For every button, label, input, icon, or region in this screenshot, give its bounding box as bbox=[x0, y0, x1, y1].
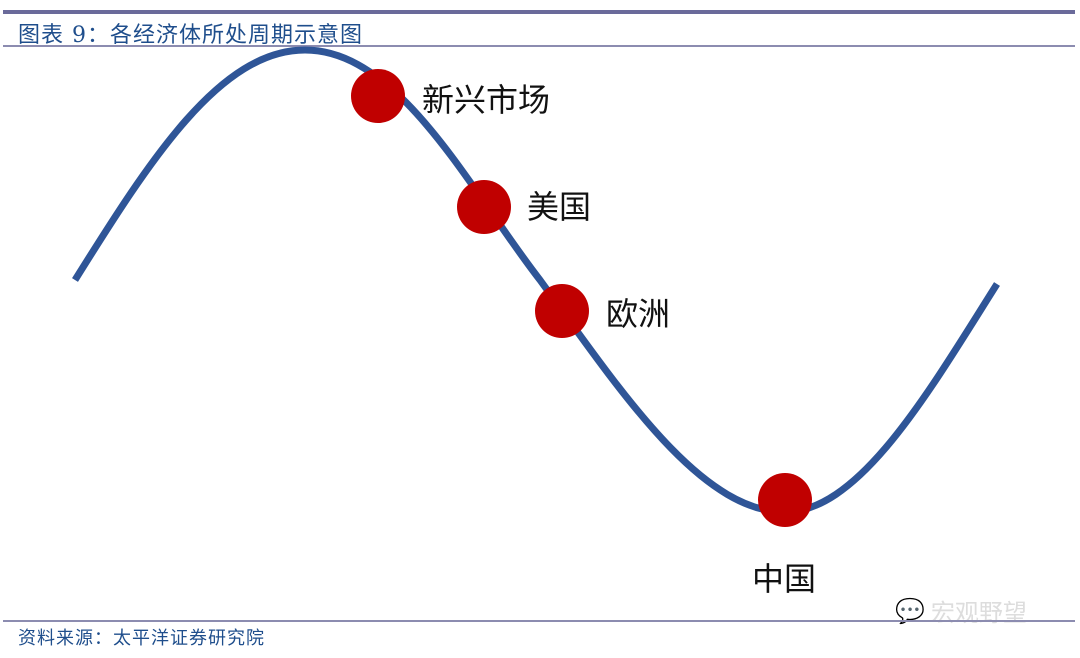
top-rule bbox=[3, 10, 1075, 14]
label-emerging-markets: 新兴市场 bbox=[422, 81, 550, 119]
cycle-curve bbox=[72, 46, 1000, 516]
watermark-text: 宏观野望 bbox=[930, 599, 1027, 627]
dot-europe bbox=[535, 284, 589, 338]
title-rule bbox=[3, 45, 1075, 47]
source-note: 资料来源：太平洋证券研究院 bbox=[18, 628, 265, 649]
watermark: 💬 宏观野望 bbox=[895, 593, 1027, 628]
wechat-icon: 💬 bbox=[895, 596, 925, 625]
dot-china bbox=[758, 473, 812, 527]
label-china: 中国 bbox=[752, 560, 816, 598]
label-europe: 欧洲 bbox=[606, 295, 670, 333]
footer-rule bbox=[3, 620, 1075, 622]
figure-title: 图表 9：各经济体所处周期示意图 bbox=[18, 23, 363, 48]
label-usa: 美国 bbox=[527, 188, 591, 226]
dot-usa bbox=[457, 180, 511, 234]
dot-emerging-markets bbox=[351, 69, 405, 123]
